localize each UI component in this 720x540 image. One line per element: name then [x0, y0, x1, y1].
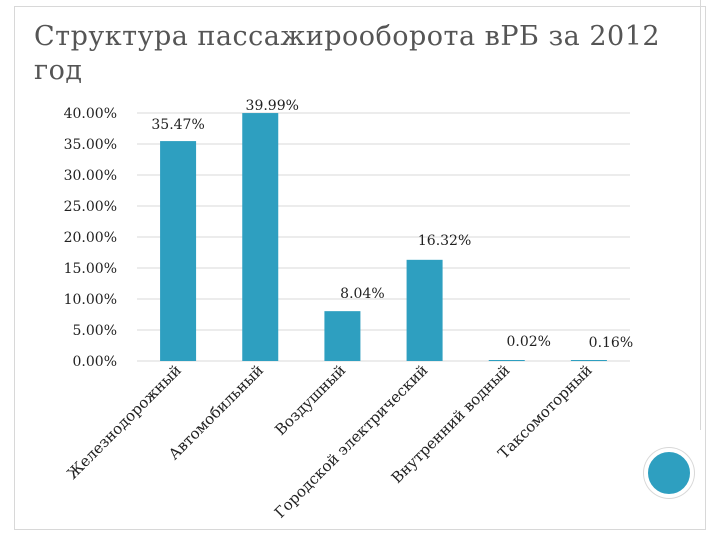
data-label: 39.99% [246, 98, 299, 114]
x-tick-label: Городской электрический [271, 361, 432, 522]
data-label: 16.32% [418, 233, 471, 249]
y-tick-label: 25.00% [64, 199, 117, 215]
bar [160, 141, 197, 361]
data-label: 0.16% [589, 335, 633, 351]
slide-frame [14, 6, 706, 530]
slide-divider [700, 0, 701, 430]
y-axis-ticks: 0.00% 5.00% 10.00% 15.00% 20.00% 25.00% 30.00%… [64, 106, 117, 370]
bar [324, 311, 361, 361]
y-tick-label: 35.00% [64, 137, 117, 153]
bar [488, 360, 525, 361]
y-tick-label: 15.00% [64, 261, 117, 277]
y-tick-label: 40.00% [64, 106, 117, 122]
x-tick-label: Железнодорожный [63, 361, 185, 483]
data-labels: 35.47% 39.99% 8.04% 16.32% 0.02% 0.16% [151, 98, 633, 351]
page-title: Структура пассажирооборота вРБ за 2012 г… [34, 21, 661, 86]
y-tick-label: 20.00% [64, 230, 117, 246]
y-tick-label: 5.00% [73, 323, 117, 339]
data-label: 8.04% [340, 286, 384, 302]
data-label: 0.02% [507, 334, 551, 350]
grid-lines [137, 112, 630, 362]
bar [570, 360, 607, 361]
data-label: 35.47% [151, 117, 204, 133]
y-tick-label: 30.00% [64, 168, 117, 184]
y-tick-label: 0.00% [73, 354, 117, 370]
bars [160, 113, 607, 361]
decorative-circle [644, 448, 694, 498]
x-tick-label: Воздушный [271, 361, 349, 439]
bar [242, 113, 279, 361]
y-tick-label: 10.00% [64, 292, 117, 308]
bar [406, 259, 443, 361]
